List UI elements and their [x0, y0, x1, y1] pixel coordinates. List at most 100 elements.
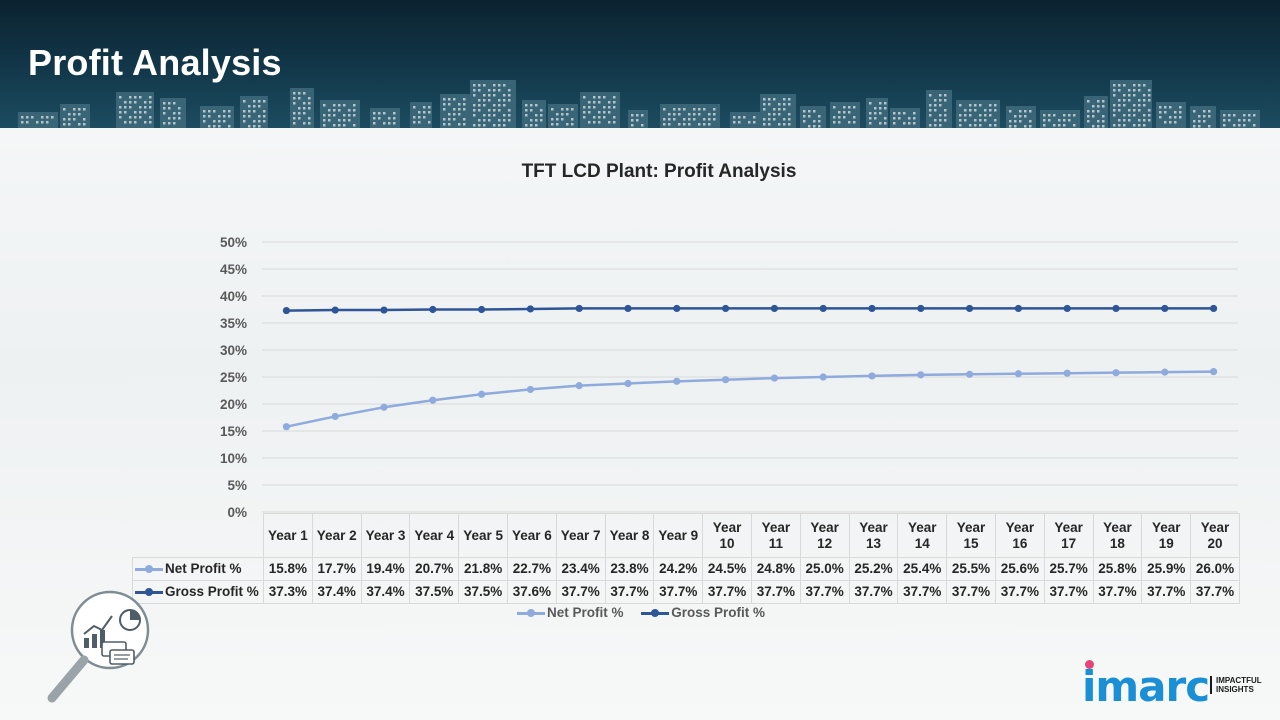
skyline-window	[1133, 89, 1136, 92]
skyline-window	[163, 107, 166, 110]
skyline-window	[693, 108, 696, 111]
net-profit-point	[770, 374, 779, 382]
table-category-header: Year 5	[458, 513, 508, 558]
skyline-window	[1253, 114, 1256, 117]
skyline-window	[1123, 94, 1126, 97]
skyline-window	[144, 121, 147, 124]
skyline-window	[1223, 114, 1226, 117]
skyline-window	[818, 125, 821, 128]
net-profit-point	[429, 396, 437, 404]
skyline-window	[984, 114, 987, 117]
skyline-window	[1193, 120, 1196, 123]
gross-profit-cell: 37.7%	[1190, 580, 1240, 604]
skyline-window	[1118, 84, 1121, 87]
skyline-window	[173, 117, 176, 120]
skyline-window	[743, 116, 746, 119]
skyline-building	[866, 98, 888, 128]
skyline-window	[1123, 124, 1126, 127]
skyline-window	[26, 121, 29, 124]
skyline-window	[498, 104, 501, 107]
skyline-window	[129, 101, 132, 104]
skyline-window	[934, 104, 937, 107]
skyline-window	[1138, 89, 1141, 92]
net-profit-point	[917, 371, 925, 379]
skyline-window	[1208, 110, 1211, 113]
skyline-window	[1138, 99, 1141, 102]
gross-profit-cell: 37.7%	[1092, 580, 1143, 604]
skyline-window	[473, 114, 476, 117]
skyline-window	[498, 109, 501, 112]
skyline-window	[530, 119, 533, 122]
net-profit-cell: 25.6%	[994, 557, 1045, 581]
skyline-window	[1087, 110, 1090, 113]
skyline-window	[583, 106, 586, 109]
skyline-window	[1148, 94, 1151, 97]
skyline-window	[493, 124, 496, 127]
skyline-window	[503, 114, 506, 117]
skyline-window	[1029, 125, 1032, 128]
table-category-header: Year 16	[994, 513, 1045, 558]
table-category-header: Year 8	[604, 513, 655, 558]
skyline-window	[1133, 94, 1136, 97]
skyline-window	[383, 122, 386, 125]
skyline-window	[1203, 120, 1206, 123]
skyline-window	[388, 117, 391, 120]
y-tick-label: 40%	[220, 289, 247, 304]
skyline-window	[508, 94, 511, 97]
skyline-window	[353, 109, 356, 112]
skyline-window	[608, 101, 611, 104]
skyline-window	[258, 115, 261, 118]
net-profit-cell: 21.8%	[458, 557, 508, 581]
skyline-window	[540, 114, 543, 117]
skyline-window	[178, 117, 181, 120]
skyline-window	[853, 116, 856, 119]
skyline-window	[213, 120, 216, 123]
skyline-window	[483, 94, 486, 97]
skyline-window	[683, 123, 686, 126]
skyline-window	[1159, 116, 1162, 119]
skyline-window	[139, 106, 142, 109]
skyline-window	[566, 123, 569, 126]
skyline-window	[243, 110, 246, 113]
skyline-window	[631, 114, 634, 117]
skyline-window	[308, 97, 311, 100]
skyline-window	[129, 96, 132, 99]
skyline-window	[258, 120, 261, 123]
skyline-window	[323, 124, 326, 127]
skyline-window	[1123, 99, 1126, 102]
net-profit-point	[282, 423, 290, 431]
skyline-window	[1123, 104, 1126, 107]
skyline-window	[588, 111, 591, 114]
skyline-window	[788, 118, 791, 121]
gross-profit-point	[575, 304, 583, 313]
skyline-window	[1164, 111, 1167, 114]
gross-profit-point	[770, 304, 779, 313]
skyline-window	[149, 96, 152, 99]
gross-profit-cell: 37.7%	[750, 580, 801, 604]
gross-profit-point	[1161, 304, 1169, 313]
skyline-window	[678, 113, 681, 116]
skyline-window	[144, 111, 147, 114]
skyline-window	[1097, 105, 1100, 108]
skyline-window	[443, 108, 446, 111]
skyline-window	[488, 89, 491, 92]
skyline-window	[1113, 114, 1116, 117]
skyline-window	[788, 98, 791, 101]
skyline-window	[788, 113, 791, 116]
skyline-window	[478, 104, 481, 107]
gross-profit-point	[722, 304, 730, 313]
skyline-window	[1087, 100, 1090, 103]
skyline-window	[483, 99, 486, 102]
skyline-window	[698, 113, 701, 116]
skyline-window	[144, 101, 147, 104]
skyline-window	[458, 108, 461, 111]
skyline-window	[763, 108, 766, 111]
gross-profit-point	[1014, 304, 1023, 313]
skyline-window	[508, 119, 511, 122]
page-title: Profit Analysis	[28, 42, 282, 83]
skyline-window	[1179, 111, 1182, 114]
skyline-window	[338, 109, 341, 112]
skyline-window	[994, 104, 997, 107]
skyline-window	[853, 121, 856, 124]
skyline-window	[498, 119, 501, 122]
